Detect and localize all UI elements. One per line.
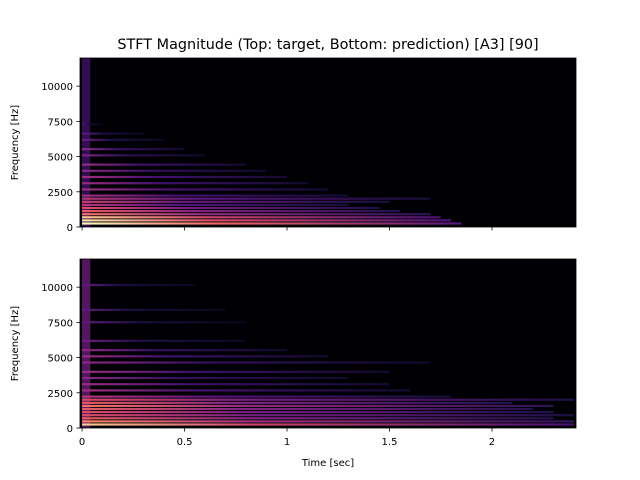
harmonic-band xyxy=(82,154,206,157)
harmonic-band xyxy=(82,175,288,179)
harmonic-band xyxy=(82,210,400,213)
y-axis-label: Frequency [Hz] xyxy=(10,105,21,181)
x-tick-label: 0.5 xyxy=(177,437,193,448)
harmonic-band xyxy=(82,163,247,166)
harmonic-band xyxy=(82,188,328,191)
harmonic-band xyxy=(82,355,328,358)
harmonic-band xyxy=(82,401,513,404)
onset-band xyxy=(82,58,91,227)
harmonic-band xyxy=(82,283,195,287)
harmonic-band xyxy=(82,339,247,342)
y-tick-label: 5000 xyxy=(48,153,73,164)
y-tick-label: 0 xyxy=(67,223,73,234)
harmonic-band xyxy=(82,197,431,200)
harmonic-band xyxy=(82,219,451,222)
harmonic-band xyxy=(82,407,533,411)
axes-frame xyxy=(79,258,577,429)
y-axis-label: Frequency [Hz] xyxy=(10,306,21,382)
onset-band xyxy=(82,259,91,428)
harmonic-band xyxy=(82,376,349,380)
x-tick-label: 0 xyxy=(79,437,85,448)
harmonic-band xyxy=(82,383,390,386)
harmonic-band xyxy=(82,194,349,197)
harmonic-band xyxy=(82,395,451,398)
chart-title: STFT Magnitude (Top: target, Bottom: pre… xyxy=(117,37,538,53)
harmonic-band xyxy=(82,206,380,210)
y-tick-label: 2500 xyxy=(48,389,73,400)
y-tick-label: 7500 xyxy=(48,318,73,329)
y-tick-label: 0 xyxy=(67,424,73,435)
harmonic-band xyxy=(82,132,144,135)
harmonic-band xyxy=(82,169,267,172)
harmonic-band xyxy=(82,361,431,364)
harmonic-band xyxy=(82,138,165,141)
harmonic-band xyxy=(82,417,554,420)
y-tick-label: 10000 xyxy=(41,82,73,93)
x-tick-label: 2 xyxy=(489,437,495,448)
spectrogram-body xyxy=(82,58,462,227)
spectrogram-panels: 0 2500 5000 7500 10000 Frequency [Hz] 0 2500 500… xyxy=(10,57,577,469)
spectrogram-body xyxy=(82,259,574,428)
x-tick-label: 1 xyxy=(284,437,290,448)
y-tick-label: 5000 xyxy=(48,354,73,365)
harmonic-band xyxy=(82,200,390,203)
harmonic-band xyxy=(82,203,349,207)
harmonic-band xyxy=(82,389,410,392)
harmonic-band xyxy=(82,398,574,401)
harmonic-band xyxy=(82,308,226,311)
y-tick-label: 10000 xyxy=(41,283,73,294)
harmonic-band xyxy=(82,404,554,408)
harmonic-band xyxy=(82,423,574,426)
harmonic-band xyxy=(82,349,288,352)
harmonic-band xyxy=(82,420,574,423)
harmonic-band xyxy=(82,148,185,151)
harmonic-band xyxy=(82,414,574,417)
y-tick-label: 7500 xyxy=(48,117,73,128)
harmonic-band xyxy=(82,182,308,185)
panel-prediction: 0 2500 5000 7500 10000 0 0.5 1 1.5 2 Frequency [Hz… xyxy=(10,258,577,469)
harmonic-band xyxy=(82,222,462,225)
axes-frame xyxy=(79,57,577,228)
harmonic-band xyxy=(82,213,431,216)
x-axis-label: Time [sec] xyxy=(301,458,354,469)
harmonic-band xyxy=(82,370,390,373)
harmonic-band xyxy=(82,123,103,126)
harmonic-band xyxy=(82,216,441,219)
harmonic-band xyxy=(82,411,554,414)
x-tick-label: 1.5 xyxy=(382,437,398,448)
panel-target: 0 2500 5000 7500 10000 Frequency [Hz] xyxy=(10,57,577,234)
harmonic-band xyxy=(82,321,247,324)
y-tick-label: 2500 xyxy=(48,188,73,199)
